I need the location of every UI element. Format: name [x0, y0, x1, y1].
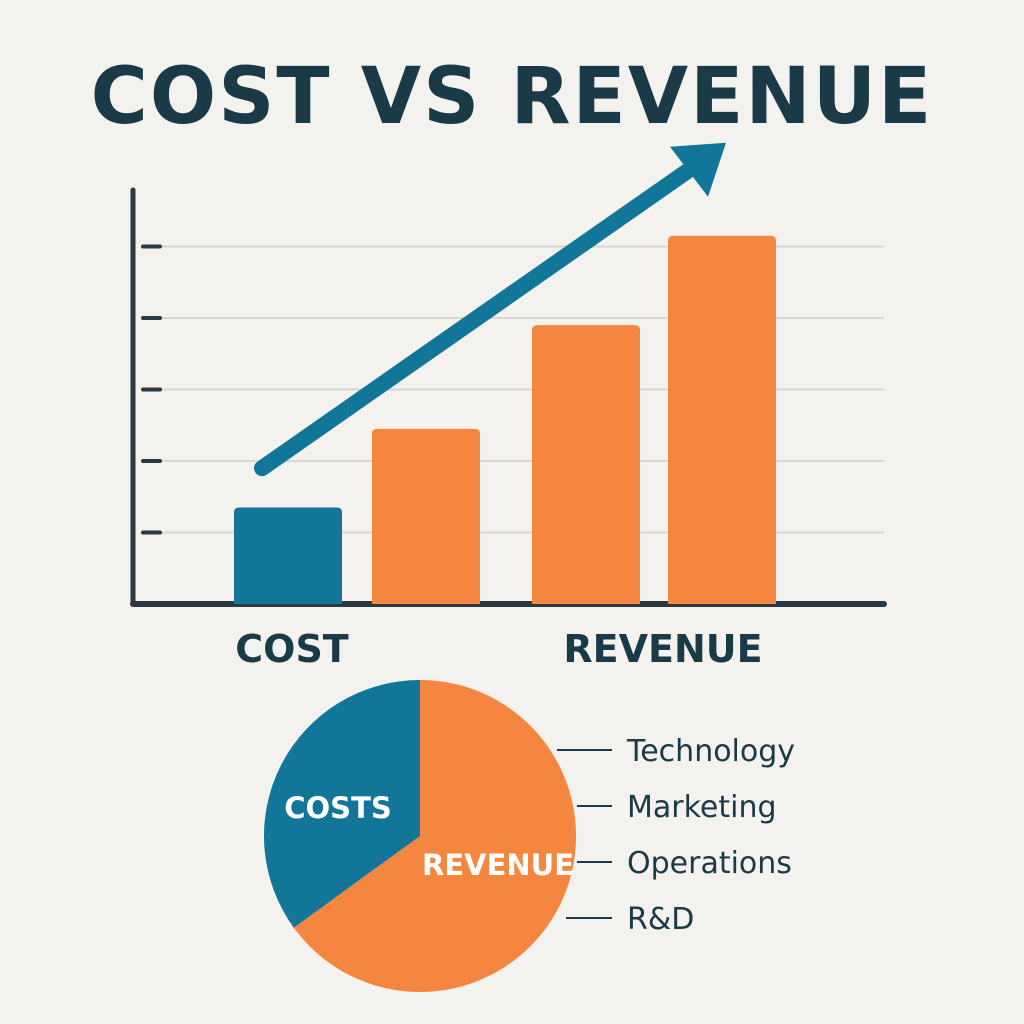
trend-arrow-head: [670, 142, 726, 197]
pie-chart: COSTS REVENUE: [263, 680, 576, 992]
legend-item-rd: R&D: [627, 902, 694, 937]
pie-slice-costs: [263, 680, 420, 928]
bar-4: [668, 235, 776, 604]
bar-2: [372, 428, 480, 604]
category-labels: COST REVENUE: [235, 627, 762, 671]
bar-1: [234, 507, 342, 604]
pie-label-revenue: REVENUE: [422, 848, 574, 882]
legend-item-marketing: Marketing: [627, 790, 777, 825]
trend-arrow-shaft: [254, 162, 696, 477]
chart-title: COST VS REVENUE: [90, 52, 934, 142]
legend-item-operations: Operations: [627, 846, 792, 881]
pie-legend: Technology Marketing Operations R&D: [557, 734, 795, 937]
pie-label-costs: COSTS: [284, 791, 392, 825]
category-label-revenue: REVENUE: [563, 627, 762, 671]
trend-arrow: [254, 142, 726, 477]
bar-3: [532, 325, 640, 604]
bars: [234, 235, 776, 604]
pie-slice-revenue: [293, 680, 576, 992]
legend-item-technology: Technology: [626, 734, 795, 769]
category-label-cost: COST: [235, 627, 349, 671]
